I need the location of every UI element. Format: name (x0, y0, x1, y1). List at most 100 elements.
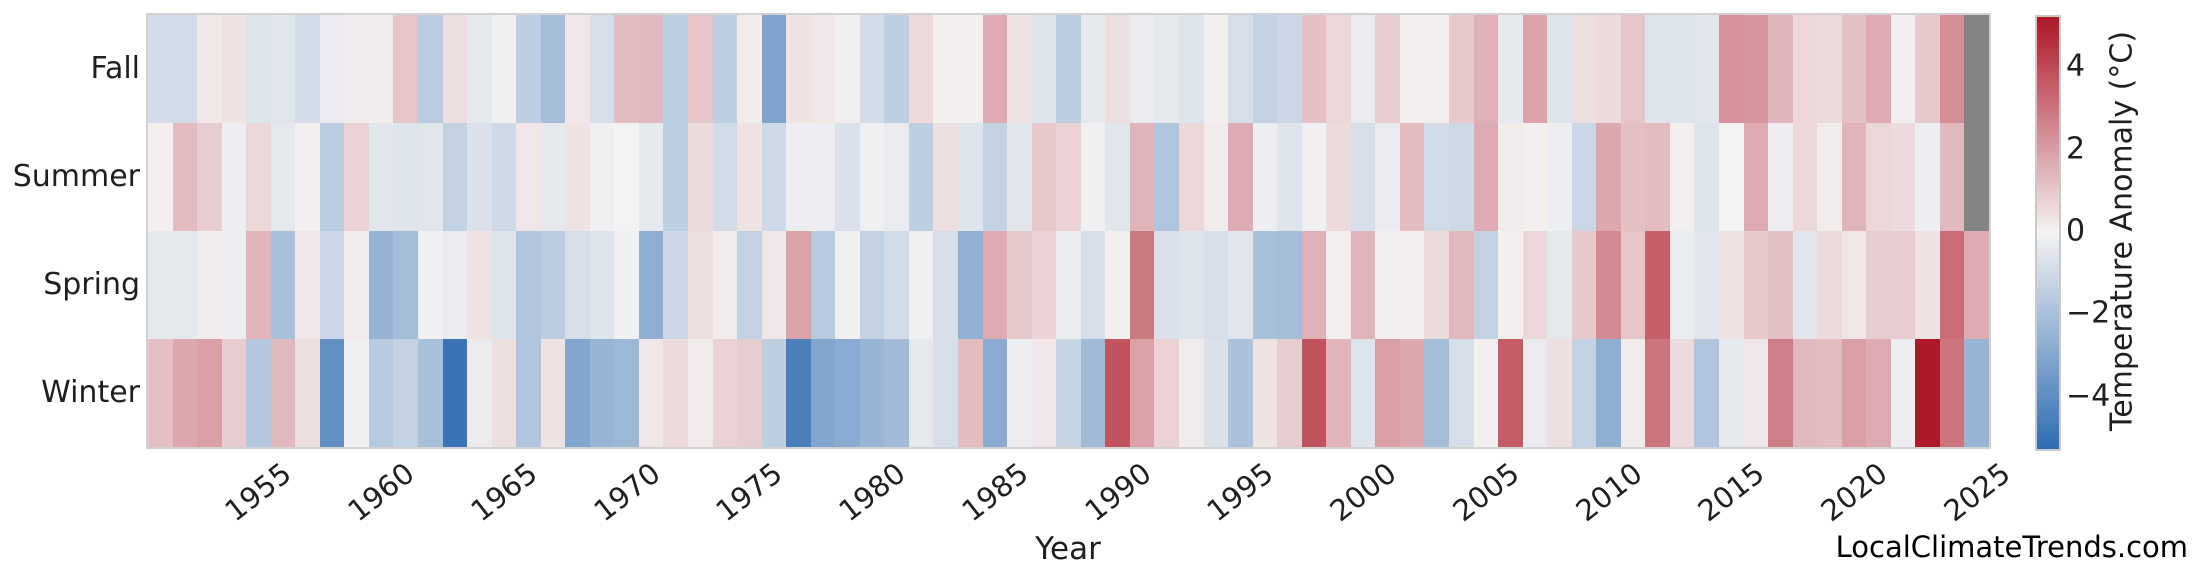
heatmap-cell (1547, 15, 1572, 123)
heatmap-cell (1498, 339, 1523, 447)
heatmap-cell (1694, 231, 1719, 339)
x-tick-label: 1960 (341, 455, 421, 529)
heatmap-cell (565, 339, 590, 447)
heatmap-cell (614, 123, 639, 231)
heatmap-cell (1105, 339, 1130, 447)
heatmap-cell (1743, 123, 1769, 231)
heatmap-cell (319, 123, 345, 231)
heatmap-cell (1277, 231, 1302, 339)
heatmap-cell (1007, 231, 1032, 339)
heatmap-cell (1154, 231, 1179, 339)
heatmap-cell (1939, 15, 1965, 123)
heatmap-cell (712, 339, 738, 447)
heatmap-cell (1031, 123, 1057, 231)
heatmap-cell (1424, 339, 1449, 447)
heatmap-cell (1178, 123, 1204, 231)
heatmap-cell (246, 231, 271, 339)
heatmap-cell (197, 339, 222, 447)
heatmap-cell (1890, 123, 1916, 231)
heatmap-cell (1743, 15, 1769, 123)
heatmap-cell (221, 15, 247, 123)
heatmap-cell (1080, 123, 1106, 231)
heatmap-cell (1399, 231, 1425, 339)
heatmap-cell (1694, 339, 1719, 447)
watermark-text: LocalClimateTrends.com (1835, 530, 2188, 564)
heatmap-cell (1007, 123, 1032, 231)
heatmap-cell (1768, 123, 1793, 231)
heatmap-cell (688, 123, 713, 231)
heatmap-cell (1301, 339, 1327, 447)
heatmap-cell (1669, 15, 1695, 123)
heatmap-cell (958, 15, 983, 123)
heatmap-cell (933, 123, 959, 231)
heatmap-cell (1498, 231, 1523, 339)
heatmap-cell (1080, 15, 1106, 123)
heatmap-cell (614, 339, 639, 447)
heatmap-cell (908, 339, 934, 447)
heatmap-cell (1522, 15, 1548, 123)
heatmap-cell (1596, 339, 1621, 447)
heatmap-cell (712, 231, 738, 339)
heatmap-cell (148, 231, 173, 339)
heatmap-cell (688, 231, 713, 339)
heatmap-cell (368, 231, 394, 339)
heatmap-cell (442, 231, 468, 339)
heatmap-cell (1326, 15, 1351, 123)
heatmap-cell (1645, 123, 1670, 231)
heatmap-cell (1228, 339, 1253, 447)
heatmap-cell (172, 231, 198, 339)
heatmap-cell (1792, 15, 1818, 123)
heatmap-cell (1375, 231, 1400, 339)
heatmap-cell (1375, 339, 1400, 447)
heatmap-cell (1669, 123, 1695, 231)
heatmap-cell (1718, 123, 1744, 231)
heatmap-cell (1448, 15, 1474, 123)
heatmap-cell (761, 15, 787, 123)
heatmap-cell (1178, 15, 1204, 123)
heatmap-cell (1522, 123, 1548, 231)
row-label-winter: Winter (41, 375, 140, 410)
heatmap-cell (1228, 15, 1253, 123)
heatmap-cell (835, 231, 860, 339)
heatmap-cell (1645, 231, 1670, 339)
heatmap-cell (1277, 339, 1302, 447)
heatmap-cell (1866, 339, 1891, 447)
x-tick-label: 1965 (464, 455, 544, 529)
heatmap-cell (368, 339, 394, 447)
heatmap-cell (1571, 339, 1597, 447)
heatmap-cell (1939, 123, 1965, 231)
heatmap-cell (737, 231, 762, 339)
heatmap-cell (467, 231, 492, 339)
heatmap-cell (1203, 339, 1229, 447)
heatmap-cell (1350, 339, 1376, 447)
heatmap-cell (172, 123, 198, 231)
heatmap-cell (786, 231, 811, 339)
x-tick-label: 2015 (1691, 455, 1771, 529)
heatmap-cell (982, 339, 1008, 447)
heatmap-cell (1203, 123, 1229, 231)
heatmap-cell (1890, 15, 1916, 123)
heatmap-cell (810, 15, 836, 123)
heatmap-cell (1473, 339, 1499, 447)
heatmap-cell (638, 339, 664, 447)
heatmap-cell (491, 339, 517, 447)
heatmap-cell (859, 231, 885, 339)
heatmap-cell (1645, 15, 1670, 123)
heatmap-cell (1743, 231, 1769, 339)
colorbar-gradient (2035, 15, 2061, 451)
heatmap-cell (712, 123, 738, 231)
x-tick-label: 1955 (218, 455, 299, 529)
colorbar-tick-label: 2 (2066, 131, 2086, 167)
heatmap-cell (270, 123, 296, 231)
heatmap-cell (933, 15, 959, 123)
heatmap-cell (148, 123, 173, 231)
heatmap-cell (786, 339, 811, 447)
heatmap-cell (1154, 123, 1179, 231)
heatmap-cell (1768, 231, 1793, 339)
heatmap-cell (1326, 339, 1351, 447)
heatmap-cell (884, 123, 909, 231)
colorbar-axis-label: Temperature Anomaly (°C) (2104, 30, 2140, 432)
heatmap-cell (638, 15, 664, 123)
heatmap-cell (1522, 339, 1548, 447)
